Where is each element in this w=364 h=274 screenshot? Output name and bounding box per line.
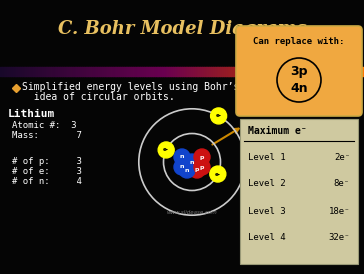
Text: 4n: 4n [290, 81, 308, 95]
Text: 3p: 3p [290, 65, 308, 78]
Text: p: p [195, 167, 199, 173]
Text: C. Bohr Model Diagrams: C. Bohr Model Diagrams [58, 20, 306, 38]
Text: Level 3: Level 3 [248, 207, 286, 215]
Text: 32e⁻: 32e⁻ [328, 233, 350, 242]
Text: Level 1: Level 1 [248, 153, 286, 161]
Circle shape [210, 166, 226, 182]
Ellipse shape [260, 61, 360, 81]
Circle shape [194, 159, 210, 175]
Text: e-: e- [163, 147, 169, 152]
Text: Lithium: Lithium [8, 109, 55, 119]
Circle shape [179, 162, 195, 178]
Text: # of n:     4: # of n: 4 [12, 178, 82, 187]
Text: 18e⁻: 18e⁻ [328, 207, 350, 215]
Text: n: n [185, 167, 189, 173]
Circle shape [174, 159, 190, 175]
Text: p: p [200, 164, 204, 170]
Text: # of e:     3: # of e: 3 [12, 167, 82, 176]
Text: 2e⁻: 2e⁻ [334, 153, 350, 161]
FancyBboxPatch shape [236, 26, 362, 116]
Circle shape [194, 149, 210, 165]
Ellipse shape [290, 64, 350, 78]
Text: idea of circular orbits.: idea of circular orbits. [22, 92, 175, 102]
Text: Maximum e⁻: Maximum e⁻ [248, 126, 307, 136]
Text: p: p [200, 155, 204, 159]
Text: e-: e- [215, 172, 221, 176]
Text: 8e⁻: 8e⁻ [334, 179, 350, 189]
Circle shape [158, 142, 174, 158]
Circle shape [211, 108, 227, 124]
Text: n: n [190, 159, 194, 164]
Text: Atomic #:  3: Atomic #: 3 [12, 121, 76, 130]
Text: n: n [180, 164, 184, 170]
Circle shape [184, 154, 200, 170]
Text: # of p:     3: # of p: 3 [12, 158, 82, 167]
Text: Simplified energy levels using Bohr’s: Simplified energy levels using Bohr’s [22, 82, 240, 92]
Text: Can replace with:: Can replace with: [253, 38, 345, 47]
Circle shape [189, 162, 205, 178]
Text: www.slidease.com: www.slidease.com [167, 210, 217, 215]
Circle shape [174, 149, 190, 165]
Text: Level 2: Level 2 [248, 179, 286, 189]
Text: Level 4: Level 4 [248, 233, 286, 242]
Text: Mass:       7: Mass: 7 [12, 132, 82, 141]
Text: e-: e- [215, 113, 222, 118]
Text: n: n [180, 155, 184, 159]
FancyBboxPatch shape [240, 119, 358, 264]
